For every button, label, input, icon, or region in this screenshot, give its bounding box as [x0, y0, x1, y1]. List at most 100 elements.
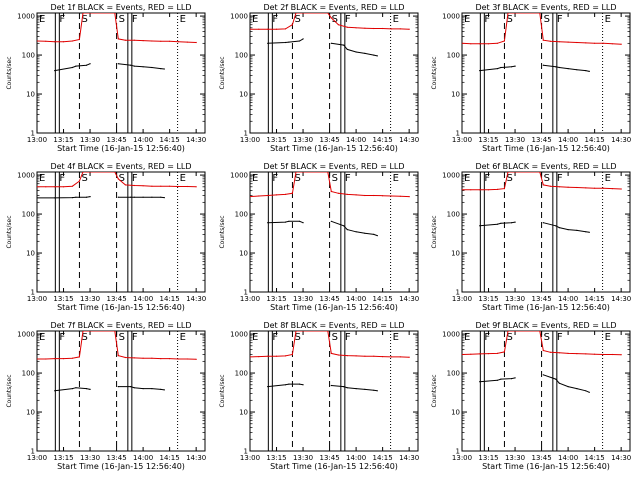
plot-frame: [249, 330, 419, 452]
data-point: [142, 66, 144, 68]
x-tick-label: 14:30: [611, 295, 631, 303]
x-tick-label: 13:00: [452, 295, 472, 303]
marker-label: E: [252, 14, 258, 25]
plot-frame: [36, 330, 206, 452]
marker-label: E: [180, 14, 186, 25]
data-point: [291, 353, 293, 356]
data-point: [258, 28, 260, 30]
data-point: [487, 353, 490, 355]
data-point: [382, 27, 384, 30]
data-point: [539, 13, 541, 14]
data-point: [114, 13, 116, 14]
y-tick-label: 10: [26, 91, 35, 99]
data-point: [45, 358, 47, 360]
y-tick-label: 1: [456, 130, 460, 138]
data-point: [71, 197, 73, 199]
y-tick-label: 10: [239, 409, 248, 417]
data-point: [75, 196, 77, 198]
marker-label: E: [605, 332, 611, 343]
y-tick-label: 1: [31, 289, 35, 297]
data-point: [124, 39, 126, 41]
data-point: [510, 66, 513, 68]
data-point: [346, 193, 348, 195]
y-axis-label: Counts/sec: [219, 374, 226, 407]
y-tick-label: 100: [22, 211, 35, 219]
data-point: [567, 386, 569, 388]
data-point: [71, 40, 73, 42]
data-point: [507, 13, 509, 14]
data-point: [284, 193, 286, 195]
y-tick-label: 1000: [442, 172, 460, 180]
data-point: [130, 386, 132, 388]
x-tick-label: 13:15: [266, 454, 286, 462]
data-point: [71, 357, 73, 359]
data-point: [37, 358, 38, 360]
detector-panel-7: Det 7f BLACK = Events, RED = LLD 13:00 13:…: [6, 321, 206, 471]
data-point: [151, 388, 153, 390]
data-point: [267, 222, 269, 224]
y-tick-label: 1000: [230, 172, 248, 180]
data-point: [330, 17, 332, 19]
x-tick-label: 14:30: [186, 136, 206, 144]
data-point: [337, 24, 339, 26]
data-point: [37, 197, 38, 199]
x-axis-label: Start Time (16-Jan-15 12:56:40): [57, 144, 185, 153]
y-tick-label: 10: [239, 250, 248, 258]
y-tick-label: 1: [244, 130, 248, 138]
data-point: [408, 356, 410, 358]
data-point: [373, 194, 375, 197]
x-tick-label: 13:15: [478, 295, 498, 303]
y-tick-label: 100: [447, 370, 460, 378]
y-tick-label: 100: [22, 52, 35, 60]
data-point: [585, 353, 587, 355]
data-point: [337, 354, 339, 356]
data-point: [542, 184, 544, 186]
data-point: [373, 54, 375, 56]
x-tick-label: 14:30: [399, 454, 419, 462]
data-point: [558, 352, 560, 354]
data-point: [576, 388, 578, 390]
data-point: [54, 197, 56, 199]
data-point: [382, 195, 384, 197]
marker-label: E: [393, 332, 399, 343]
data-point: [408, 28, 410, 30]
data-point: [117, 196, 119, 198]
series-line-events: [37, 196, 165, 199]
marker-label: S: [332, 332, 338, 343]
data-point: [298, 220, 301, 222]
plot-frame: [461, 12, 631, 134]
data-point: [151, 66, 153, 69]
data-point: [267, 355, 269, 357]
data-point: [555, 225, 557, 227]
marker-label: E: [39, 14, 45, 25]
data-point: [399, 195, 401, 197]
data-point: [327, 13, 329, 14]
y-axis-label: Counts/sec: [219, 56, 226, 89]
data-point: [585, 187, 587, 189]
data-point: [130, 64, 132, 66]
marker-label: S: [544, 332, 550, 343]
x-tick-label: 13:00: [240, 454, 260, 462]
data-point: [151, 196, 153, 198]
panel-title: Det 7f BLACK = Events, RED = LLD: [50, 321, 191, 330]
data-point: [503, 351, 505, 353]
series-line-events: [479, 374, 590, 393]
data-point: [330, 384, 332, 387]
y-tick-label: 100: [447, 211, 460, 219]
detector-panel-8: Det 8f BLACK = Events, RED = LLD 13:00 13:…: [219, 321, 419, 471]
data-point: [496, 188, 498, 190]
data-point: [114, 172, 116, 173]
marker-label: S: [544, 173, 550, 184]
marker-label: S: [506, 332, 512, 343]
data-point: [117, 386, 119, 388]
x-tick-label: 14:15: [373, 136, 393, 144]
data-point: [288, 41, 290, 43]
series-line-events: [267, 220, 378, 237]
data-point: [302, 38, 304, 40]
panel-title: Det 8f BLACK = Events, RED = LLD: [263, 321, 404, 330]
x-tick-label: 14:00: [346, 454, 366, 462]
data-point: [250, 356, 251, 358]
y-axis-label: Counts/sec: [431, 215, 438, 248]
marker-label: F: [557, 173, 563, 184]
